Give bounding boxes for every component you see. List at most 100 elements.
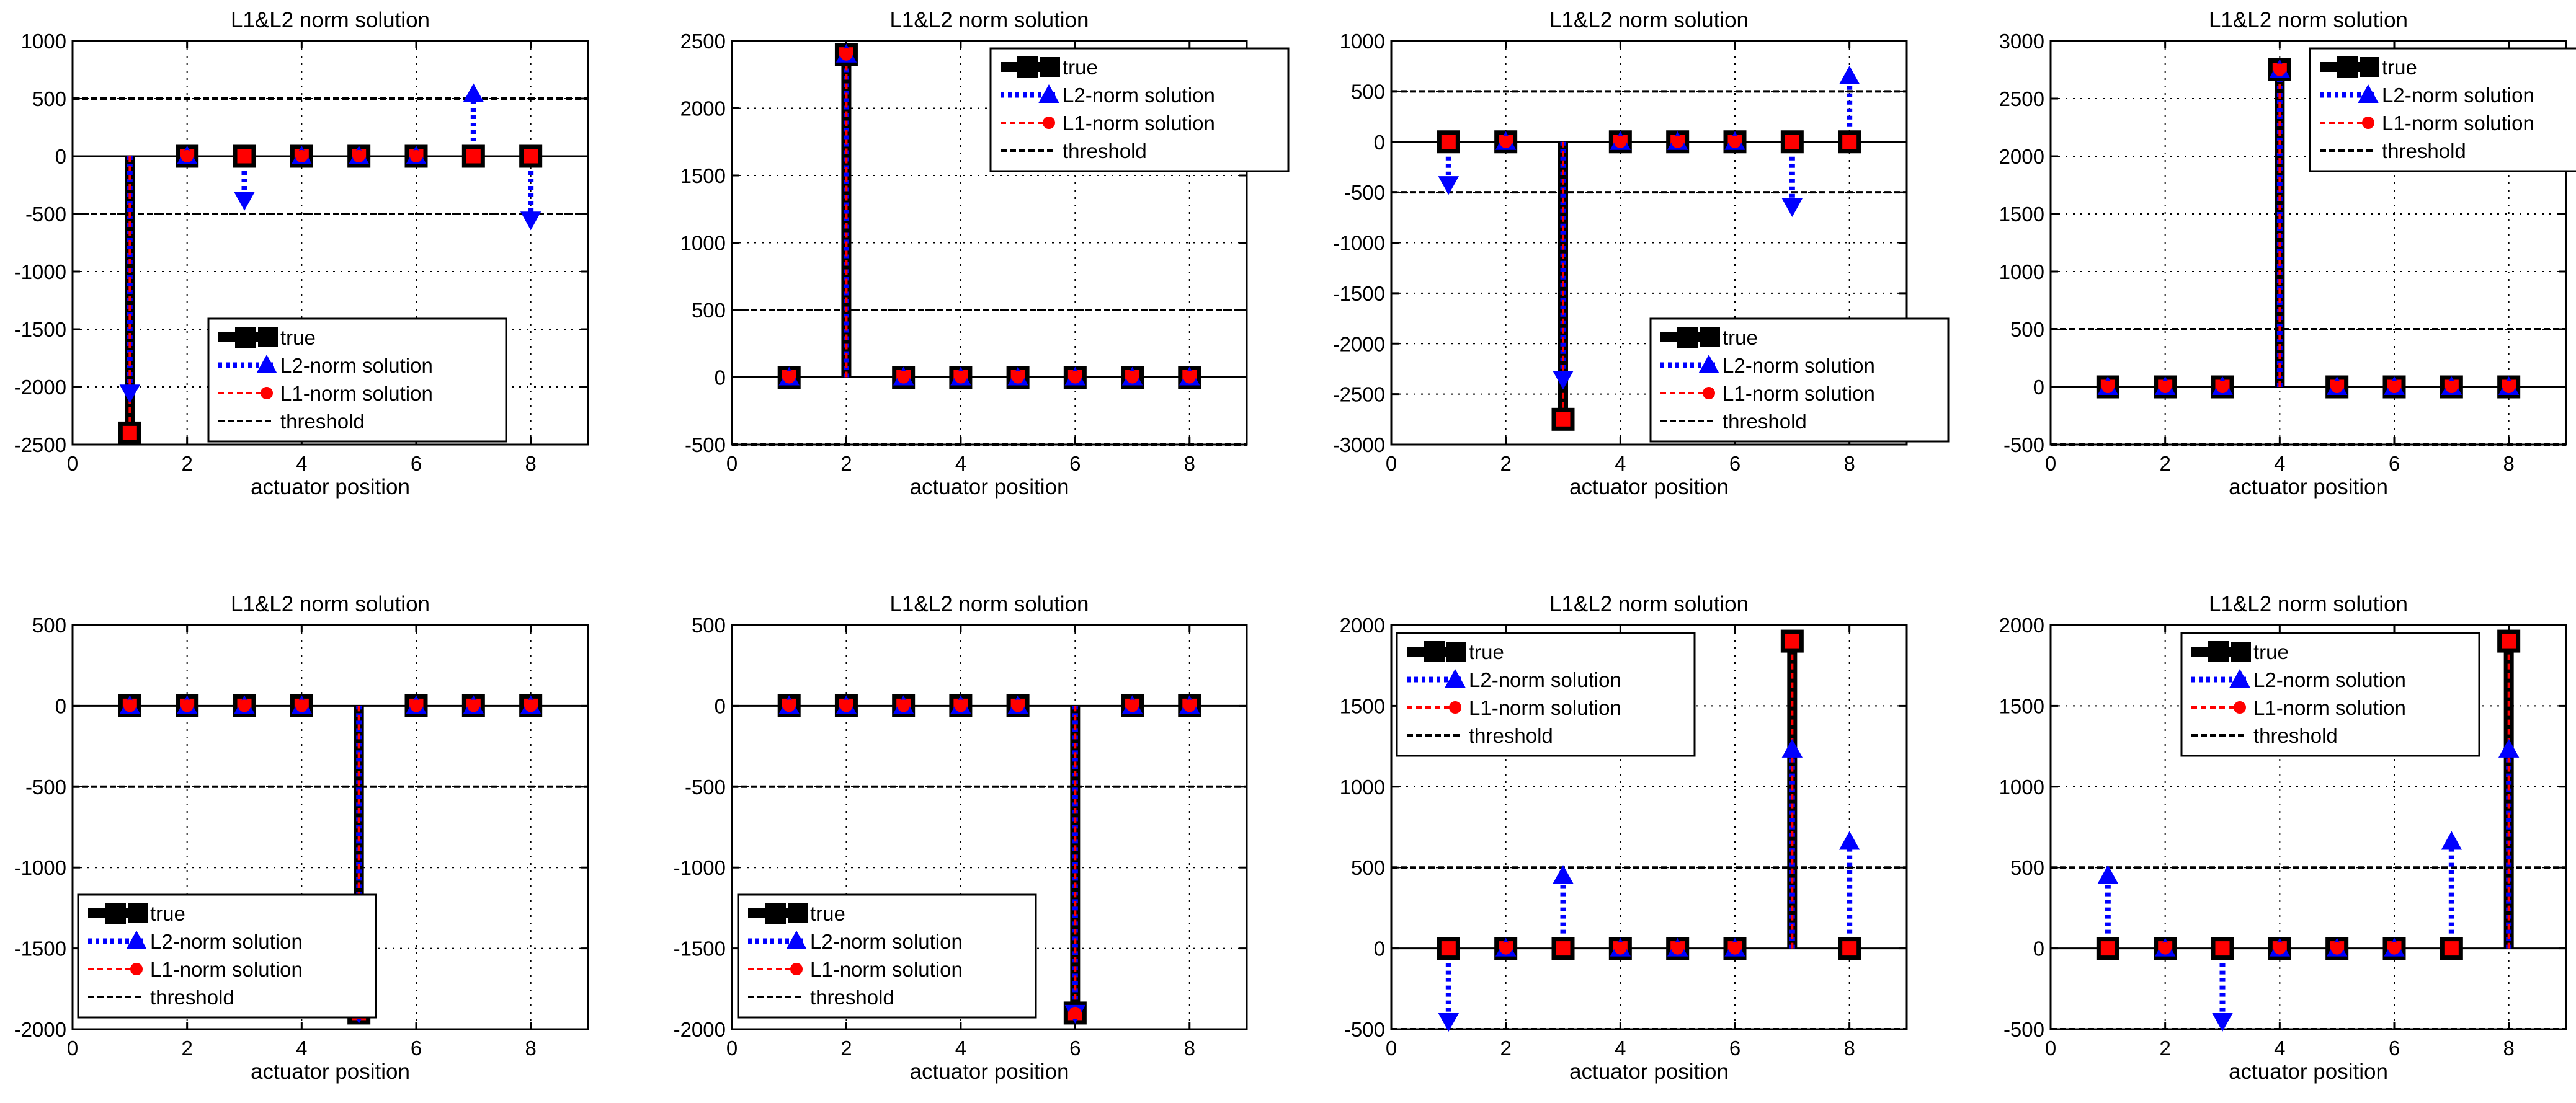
legend-label: threshold [150, 986, 234, 1009]
legend-label: L2-norm solution [810, 930, 963, 953]
axes-box [71, 624, 589, 1030]
l1-marker [238, 150, 251, 162]
legend-true-marker [105, 903, 126, 924]
chart-title: L1&L2 norm solution [1549, 8, 1749, 32]
y-tick-label: 500 [1351, 856, 1385, 879]
legend-l1-marker [1703, 387, 1715, 399]
l1-marker [467, 150, 480, 162]
x-axis-label: actuator position [910, 1060, 1069, 1084]
l2-marker [1553, 371, 1574, 390]
l1-marker [180, 699, 194, 712]
x-tick-label: 4 [296, 1037, 307, 1060]
legend-l2-marker [256, 354, 277, 373]
legend-label: L1-norm solution [810, 958, 963, 981]
x-tick-label: 6 [411, 1037, 422, 1060]
legend-true-marker [1424, 641, 1445, 662]
legend-true-marker [2337, 56, 2358, 78]
x-tick-label: 6 [2389, 452, 2400, 475]
y-tick-label: -1000 [14, 856, 66, 879]
l2-marker [1781, 738, 1803, 758]
legend-item: threshold [1407, 724, 1553, 747]
x-tick-label: 8 [525, 452, 536, 475]
legend-label: threshold [810, 986, 894, 1009]
y-tick-label: -500 [1344, 1018, 1385, 1041]
l2-marker [1838, 831, 1860, 850]
legend-label: L1-norm solution [2382, 112, 2534, 135]
legend-label: true [150, 902, 185, 925]
l1-marker [783, 699, 796, 712]
x-axis-label: actuator position [2229, 1060, 2388, 1084]
l1-marker [352, 150, 365, 162]
legend-label: L1-norm solution [1723, 382, 1875, 405]
y-tick-label: 1000 [680, 232, 726, 255]
l1-marker [2216, 942, 2229, 955]
y-tick-label: -2000 [1333, 332, 1385, 355]
legend-item: L1-norm solution [1660, 382, 1875, 405]
legend-item: true [218, 326, 316, 349]
legend: true L2-norm solution L1-norm solution thre… [989, 47, 1290, 172]
x-tick-label: 0 [1386, 1037, 1397, 1060]
y-tick-label: 2000 [680, 97, 726, 120]
l1-marker [123, 699, 136, 712]
l2-marker [2212, 1012, 2233, 1032]
x-axis-label: actuator position [1569, 1060, 1729, 1084]
y-tick-label: -1000 [674, 856, 726, 879]
y-tick-label: 500 [1351, 80, 1385, 103]
legend-label: true [810, 902, 845, 925]
y-tick-label: 1000 [1999, 776, 2044, 799]
x-tick-label: 8 [1184, 1037, 1195, 1060]
y-tick-label: -500 [25, 776, 66, 799]
legend-label: L1-norm solution [1063, 112, 1215, 135]
chart-panel-6: 0 2 4 6 8 -2000 -1500 -1000 -500 0 500 L1&L2 norm s… [674, 592, 1248, 1084]
l1-marker [1126, 699, 1139, 712]
x-tick-label: 0 [67, 452, 78, 475]
x-tick-label: 8 [1843, 1037, 1855, 1060]
l1-marker [410, 699, 422, 712]
y-tick-label: -1500 [14, 937, 66, 960]
l2-marker [234, 192, 255, 211]
legend: true L2-norm solution L1-norm solution thre… [1396, 632, 1696, 757]
y-tick-label: 1000 [1340, 776, 1385, 799]
legend-l2-marker [1445, 668, 1466, 688]
legend-item: L2-norm solution [88, 930, 303, 953]
y-tick-label: -2500 [1333, 383, 1385, 406]
x-tick-label: 0 [2045, 1037, 2056, 1060]
l1-marker [467, 699, 480, 712]
l2-marker [119, 384, 141, 404]
legend-l1-marker [261, 387, 273, 399]
legend-label: threshold [2253, 724, 2338, 747]
l1-marker [897, 371, 910, 384]
x-tick-label: 6 [1069, 452, 1081, 475]
legend-item: L2-norm solution [1660, 354, 1875, 377]
y-tick-label: -2000 [14, 376, 66, 399]
l1-marker [1126, 371, 1139, 384]
l1-marker [295, 150, 308, 162]
x-tick-label: 4 [955, 1037, 966, 1060]
x-tick-label: 2 [1500, 1037, 1511, 1060]
x-tick-label: 6 [2389, 1037, 2400, 1060]
l2-marker [1838, 65, 1860, 84]
legend-l2-marker [1038, 84, 1059, 103]
legend-item: threshold [2191, 724, 2338, 747]
l1-marker [1843, 135, 1856, 148]
y-tick-label: 500 [2010, 318, 2044, 341]
y-tick-label: 1500 [1999, 694, 2044, 717]
l1-marker [2388, 381, 2400, 393]
l2-marker [463, 83, 484, 102]
l1-marker [1729, 942, 1741, 955]
l1-marker [410, 150, 422, 162]
legend-l1-marker [790, 963, 803, 975]
x-tick-label: 0 [726, 452, 738, 475]
legend-label: true [2382, 56, 2417, 79]
l1-marker [897, 699, 910, 712]
l1-marker [2330, 381, 2343, 393]
legend-label: L1-norm solution [150, 958, 303, 981]
legend-item: threshold [2320, 140, 2466, 162]
l2-marker [2097, 865, 2119, 884]
y-tick-label: -2500 [14, 433, 66, 456]
l1-marker [2101, 381, 2115, 393]
legend-label: L1-norm solution [2253, 696, 2406, 719]
axes-box [2049, 40, 2567, 446]
